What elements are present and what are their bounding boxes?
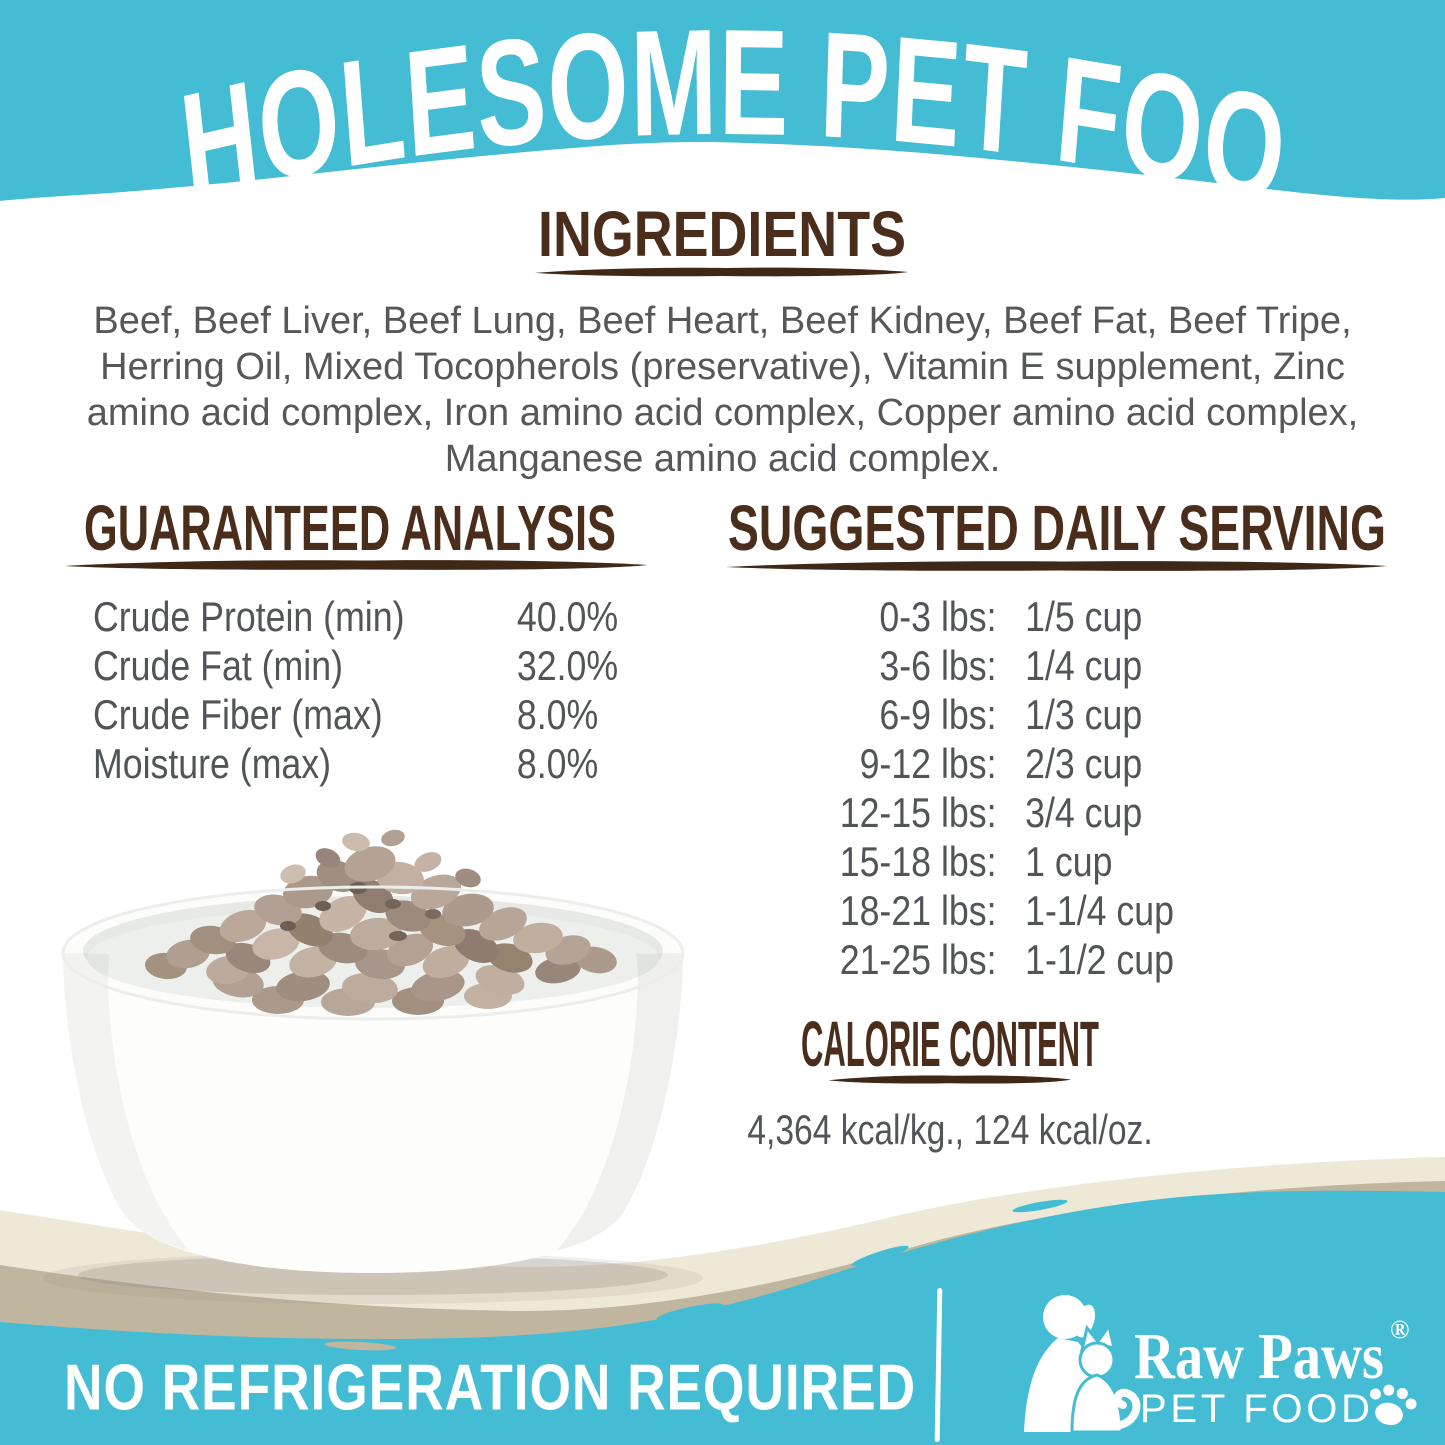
brush-underline xyxy=(534,267,909,277)
serving-amount: 1-1/4 cup xyxy=(1025,887,1174,934)
analysis-label: Crude Protein (min) xyxy=(93,593,405,640)
brush-underline xyxy=(828,1075,1072,1084)
food-nuggets xyxy=(145,829,617,1016)
serving-amount: 1/4 cup xyxy=(1025,642,1143,689)
ingredients-line: Beef, Beef Liver, Beef Lung, Beef Heart,… xyxy=(93,300,1352,342)
table-row: 3-6 lbs: 1/4 cup xyxy=(750,641,1260,690)
daily-serving-table: 0-3 lbs: 1/5 cup 3-6 lbs: 1/4 cup 6-9 lb… xyxy=(750,592,1260,984)
analysis-label: Moisture (max) xyxy=(93,740,332,787)
raw-paws-logo: Raw Paws ® PET FOOD xyxy=(1024,1295,1417,1434)
weight-range: 6-9 lbs: xyxy=(879,691,997,738)
table-row: Crude Fat (min) 32.0% xyxy=(93,641,654,690)
analysis-value: 32.0% xyxy=(516,642,619,689)
table-row: 15-18 lbs: 1 cup xyxy=(750,837,1260,886)
registered-trademark: ® xyxy=(1390,1315,1409,1344)
table-row: 18-21 lbs: 1-1/4 cup xyxy=(750,886,1260,935)
weight-range: 15-18 lbs: xyxy=(839,838,997,885)
analysis-value: 40.0% xyxy=(516,593,619,640)
weight-range: 9-12 lbs: xyxy=(859,740,997,787)
table-row: 6-9 lbs: 1/3 cup xyxy=(750,690,1260,739)
table-row: 12-15 lbs: 3/4 cup xyxy=(750,788,1260,837)
ingredients-line: Herring Oil, Mixed Tocopherols (preserva… xyxy=(100,346,1345,388)
food-bowl-image xyxy=(43,829,703,1304)
ingredients-heading: INGREDIENTS xyxy=(538,202,906,268)
paw-icon xyxy=(1369,1384,1417,1426)
weight-range: 0-3 lbs: xyxy=(879,593,997,640)
brush-fleck xyxy=(1012,1199,1068,1213)
serving-amount: 1 cup xyxy=(1025,838,1113,885)
serving-amount: 1/5 cup xyxy=(1025,593,1143,640)
serving-amount: 1/3 cup xyxy=(1025,691,1143,738)
ingredients-line: Manganese amino acid complex. xyxy=(444,438,1001,480)
brush-underline xyxy=(64,560,648,570)
table-row: 9-12 lbs: 2/3 cup xyxy=(750,739,1260,788)
table-row: 0-3 lbs: 1/5 cup xyxy=(750,592,1260,641)
calorie-content-heading: CALORIE CONTENT xyxy=(801,1012,1099,1078)
table-row: Crude Protein (min) 40.0% xyxy=(93,592,654,641)
analysis-label: Crude Fat (min) xyxy=(93,642,343,689)
daily-serving-heading-text: SUGGESTED DAILY SERVING xyxy=(728,496,1386,562)
ingredients-paragraph: Beef, Beef Liver, Beef Lung, Beef Heart,… xyxy=(0,298,1445,482)
analysis-label: Crude Fiber (max) xyxy=(93,691,383,738)
teal-banner-shape xyxy=(0,0,1445,201)
brand-subtitle: PET FOOD xyxy=(1140,1387,1370,1431)
weight-range: 18-21 lbs: xyxy=(839,887,997,934)
table-row: Crude Fiber (max) 8.0% xyxy=(93,690,654,739)
analysis-value: 8.0% xyxy=(516,691,599,738)
brush-fleck xyxy=(851,1245,909,1267)
serving-amount: 1-1/2 cup xyxy=(1025,936,1174,983)
brush-underline xyxy=(725,561,1387,571)
weight-range: 3-6 lbs: xyxy=(879,642,997,689)
analysis-value: 8.0% xyxy=(516,740,599,787)
serving-amount: 3/4 cup xyxy=(1025,789,1143,836)
brand-name: Raw Paws xyxy=(1134,1320,1384,1393)
weight-range: 12-15 lbs: xyxy=(839,789,997,836)
serving-amount: 2/3 cup xyxy=(1025,740,1143,787)
calorie-content-heading-text: CALORIE CONTENT xyxy=(801,1012,1099,1078)
daily-serving-heading: SUGGESTED DAILY SERVING xyxy=(728,496,1386,562)
guaranteed-analysis-table: Crude Protein (min) 40.0% Crude Fat (min… xyxy=(93,592,654,788)
ingredients-heading-text: INGREDIENTS xyxy=(538,202,906,268)
brush-fleck xyxy=(324,1341,396,1351)
guaranteed-analysis-heading: GUARANTEED ANALYSIS xyxy=(84,496,616,562)
header-banner: WHOLESOME PET FOOD xyxy=(0,0,1445,238)
guaranteed-analysis-heading-text: GUARANTEED ANALYSIS xyxy=(84,496,616,562)
dog-cat-silhouette-icon xyxy=(1024,1295,1141,1434)
weight-range: 21-25 lbs: xyxy=(839,936,997,983)
calorie-content-value: 4,364 kcal/kg., 124 kcal/oz. xyxy=(747,1106,1153,1153)
table-row: 21-25 lbs: 1-1/2 cup xyxy=(750,935,1260,984)
brush-fleck xyxy=(656,1303,724,1321)
ingredients-line: amino acid complex, Iron amino acid comp… xyxy=(86,392,1359,434)
table-row: Moisture (max) 8.0% xyxy=(93,739,654,788)
no-refrigeration-claim: NO REFRIGERATION REQUIRED xyxy=(64,1351,917,1424)
